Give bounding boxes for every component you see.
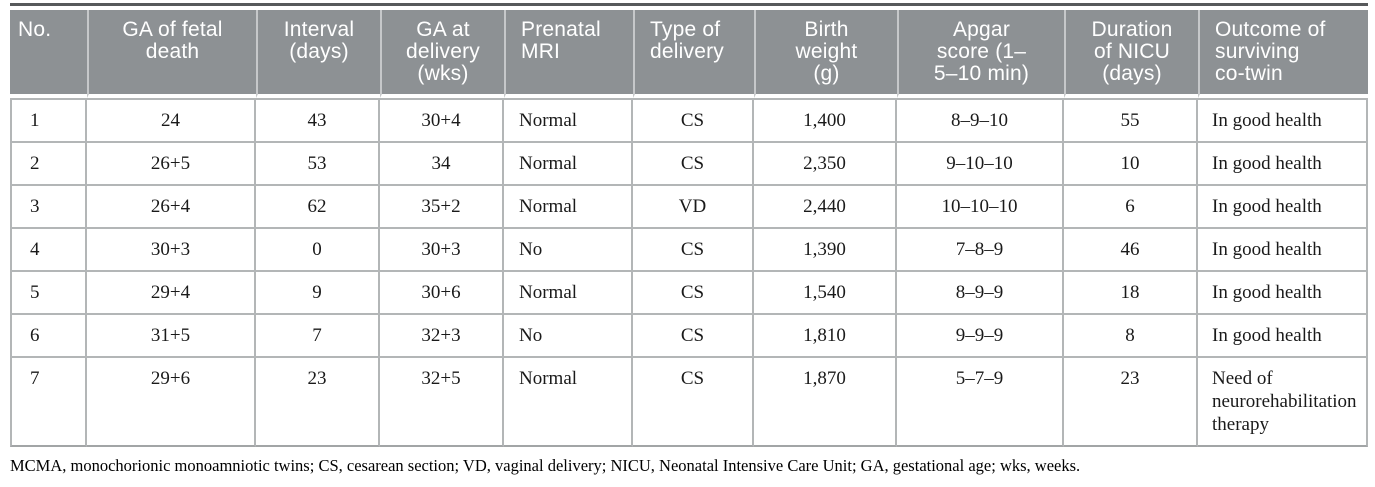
cell: 23 <box>256 358 380 447</box>
cell: 10 <box>1064 143 1198 186</box>
cell: CS <box>633 358 754 447</box>
cell: 29+6 <box>87 358 256 447</box>
header-row: No. GA of fetal death Interval (days) GA… <box>10 10 1368 98</box>
cell: 6 <box>1064 186 1198 229</box>
cell: 8–9–10 <box>897 98 1064 143</box>
col-header-nicu-duration: Duration of NICU (days) <box>1064 10 1198 98</box>
cell: 9–9–9 <box>897 315 1064 358</box>
cell: No <box>504 229 633 272</box>
cell: 34 <box>380 143 504 186</box>
cell: Normal <box>504 358 633 447</box>
cell: Normal <box>504 98 633 143</box>
cell: 2,440 <box>754 186 897 229</box>
cell: 6 <box>10 315 87 358</box>
cell: Normal <box>504 272 633 315</box>
col-header-no: No. <box>10 10 87 98</box>
cell: 9 <box>256 272 380 315</box>
col-header-type-delivery: Type of delivery <box>633 10 754 98</box>
col-header-apgar-score: Apgar score (1– 5–10 min) <box>897 10 1064 98</box>
table-row: 7 29+6 23 32+5 Normal CS 1,870 5–7–9 23 … <box>10 358 1368 447</box>
cell: 55 <box>1064 98 1198 143</box>
table-body: 1 24 43 30+4 Normal CS 1,400 8–9–10 55 I… <box>10 98 1368 447</box>
cell: 10–10–10 <box>897 186 1064 229</box>
cell: 0 <box>256 229 380 272</box>
col-header-birth-weight: Birth weight (g) <box>754 10 897 98</box>
cell: 46 <box>1064 229 1198 272</box>
cell: In good health <box>1198 143 1368 186</box>
cell: No <box>504 315 633 358</box>
col-header-outcome: Outcome of surviving co-twin <box>1198 10 1368 98</box>
cell: 29+4 <box>87 272 256 315</box>
cell: 1,810 <box>754 315 897 358</box>
cell: 30+4 <box>380 98 504 143</box>
cell: 30+6 <box>380 272 504 315</box>
cell: In good health <box>1198 186 1368 229</box>
cell: 62 <box>256 186 380 229</box>
cell: 30+3 <box>380 229 504 272</box>
cell: CS <box>633 98 754 143</box>
cell: 5–7–9 <box>897 358 1064 447</box>
cell: 23 <box>1064 358 1198 447</box>
col-header-ga-fetal-death: GA of fetal death <box>87 10 256 98</box>
cell: 2,350 <box>754 143 897 186</box>
cell: CS <box>633 272 754 315</box>
cell: 26+4 <box>87 186 256 229</box>
cell: 7 <box>256 315 380 358</box>
cell: CS <box>633 229 754 272</box>
cell: 4 <box>10 229 87 272</box>
col-header-prenatal-mri: Prenatal MRI <box>504 10 633 98</box>
cell: 3 <box>10 186 87 229</box>
cell: In good health <box>1198 272 1368 315</box>
clinical-outcomes-table: No. GA of fetal death Interval (days) GA… <box>10 10 1368 447</box>
cell: 1 <box>10 98 87 143</box>
cell: VD <box>633 186 754 229</box>
cell: 1,400 <box>754 98 897 143</box>
col-header-ga-at-delivery: GA at delivery (wks) <box>380 10 504 98</box>
cell: 9–10–10 <box>897 143 1064 186</box>
cell: In good health <box>1198 229 1368 272</box>
cell: 7 <box>10 358 87 447</box>
cell: CS <box>633 143 754 186</box>
cell: 26+5 <box>87 143 256 186</box>
cell: 7–8–9 <box>897 229 1064 272</box>
cell: 31+5 <box>87 315 256 358</box>
cell: In good health <box>1198 315 1368 358</box>
table-row: 6 31+5 7 32+3 No CS 1,810 9–9–9 8 In goo… <box>10 315 1368 358</box>
cell: Normal <box>504 143 633 186</box>
table-header: No. GA of fetal death Interval (days) GA… <box>10 10 1368 98</box>
cell: 30+3 <box>87 229 256 272</box>
cell: 32+3 <box>380 315 504 358</box>
table-row: 1 24 43 30+4 Normal CS 1,400 8–9–10 55 I… <box>10 98 1368 143</box>
cell: Normal <box>504 186 633 229</box>
col-header-interval-days: Interval (days) <box>256 10 380 98</box>
cell: 1,870 <box>754 358 897 447</box>
paper-table-figure: No. GA of fetal death Interval (days) GA… <box>10 3 1368 476</box>
table-row: 5 29+4 9 30+6 Normal CS 1,540 8–9–9 18 I… <box>10 272 1368 315</box>
cell: 8–9–9 <box>897 272 1064 315</box>
cell: 2 <box>10 143 87 186</box>
cell: In good health <box>1198 98 1368 143</box>
table-row: 3 26+4 62 35+2 Normal VD 2,440 10–10–10 … <box>10 186 1368 229</box>
cell: 35+2 <box>380 186 504 229</box>
table-footnote: MCMA, monochorionic monoamniotic twins; … <box>10 456 1081 475</box>
cell: 43 <box>256 98 380 143</box>
cell: 8 <box>1064 315 1198 358</box>
cell: 18 <box>1064 272 1198 315</box>
cell: 1,390 <box>754 229 897 272</box>
cell: Need of neurorehabilitation therapy <box>1198 358 1368 447</box>
cell: 32+5 <box>380 358 504 447</box>
table-row: 4 30+3 0 30+3 No CS 1,390 7–8–9 46 In go… <box>10 229 1368 272</box>
cell: 1,540 <box>754 272 897 315</box>
table-row: 2 26+5 53 34 Normal CS 2,350 9–10–10 10 … <box>10 143 1368 186</box>
cell: 24 <box>87 98 256 143</box>
cell: CS <box>633 315 754 358</box>
table-top-rule <box>10 3 1368 6</box>
cell: 53 <box>256 143 380 186</box>
cell: 5 <box>10 272 87 315</box>
